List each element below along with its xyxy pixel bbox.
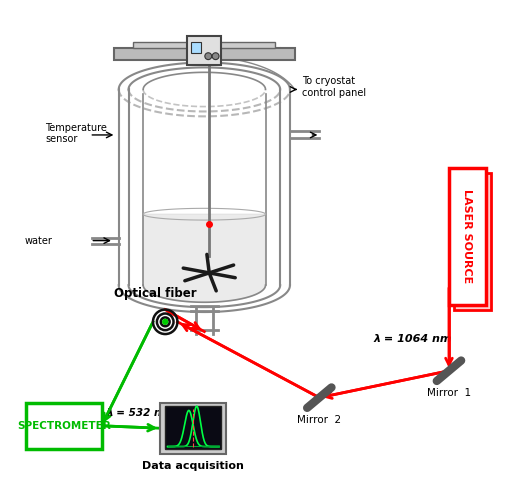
Bar xyxy=(449,168,486,305)
Text: SPECTROMETER: SPECTROMETER xyxy=(17,421,110,431)
Text: To cryostat
control panel: To cryostat control panel xyxy=(302,76,366,98)
Text: Stirrer: Stirrer xyxy=(249,45,281,55)
Bar xyxy=(160,402,226,454)
Text: LASER SOURCE: LASER SOURCE xyxy=(463,189,472,283)
Bar xyxy=(165,406,221,449)
Bar xyxy=(454,173,491,309)
Bar xyxy=(26,402,101,449)
Text: Temperature
sensor: Temperature sensor xyxy=(45,123,107,144)
Text: Mirror  1: Mirror 1 xyxy=(427,388,471,398)
Text: Optical fiber: Optical fiber xyxy=(114,287,197,300)
Circle shape xyxy=(205,53,212,60)
Bar xyxy=(114,48,295,60)
Text: Data acquisition: Data acquisition xyxy=(142,461,244,471)
Polygon shape xyxy=(143,214,266,302)
Text: λ = 1064 nm: λ = 1064 nm xyxy=(373,334,452,344)
Bar xyxy=(133,42,275,48)
Bar xyxy=(187,35,221,65)
Text: Mirror  2: Mirror 2 xyxy=(297,415,341,425)
Text: λ = 532 nm: λ = 532 nm xyxy=(107,408,173,419)
Bar xyxy=(191,42,201,53)
Text: water: water xyxy=(25,236,53,246)
Circle shape xyxy=(163,319,168,324)
Circle shape xyxy=(212,53,219,60)
